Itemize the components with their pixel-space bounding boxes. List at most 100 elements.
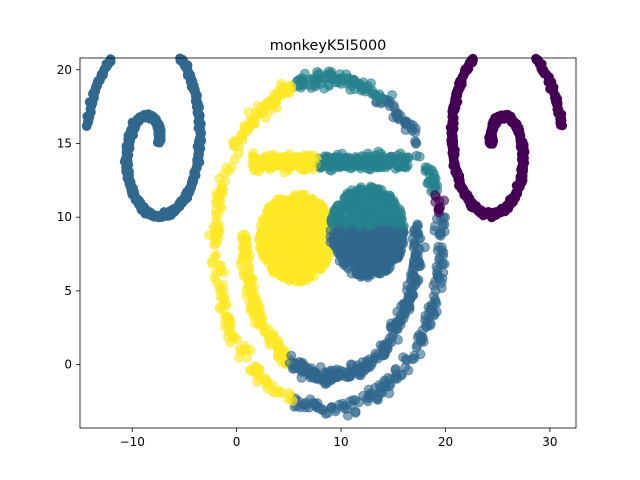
data-point	[248, 300, 258, 311]
chart-title: monkeyK5I5000	[270, 38, 387, 54]
data-point	[216, 183, 227, 194]
data-point	[411, 342, 422, 353]
data-point	[432, 180, 443, 191]
data-point	[253, 109, 264, 120]
data-point	[346, 185, 357, 196]
data-point	[357, 198, 368, 209]
data-point	[313, 73, 324, 84]
data-point	[264, 160, 275, 171]
y-tick-label: 20	[57, 63, 72, 77]
data-point	[304, 80, 315, 91]
data-point	[421, 322, 432, 332]
data-point	[413, 233, 424, 244]
data-point	[222, 331, 233, 342]
data-point	[344, 396, 355, 407]
data-point	[270, 199, 281, 210]
data-point	[217, 301, 228, 312]
data-point	[334, 226, 345, 237]
data-point	[402, 280, 413, 291]
data-point	[326, 69, 337, 80]
data-point	[279, 157, 290, 168]
data-point	[358, 256, 369, 267]
data-point	[327, 152, 337, 163]
data-point	[299, 68, 310, 79]
data-point	[242, 352, 252, 363]
data-point	[314, 200, 325, 211]
data-point	[250, 159, 261, 170]
data-point	[289, 240, 300, 251]
data-point	[392, 215, 403, 226]
data-point	[409, 353, 420, 364]
data-point	[346, 227, 357, 238]
data-point	[431, 298, 442, 309]
data-point	[260, 374, 271, 385]
data-point	[318, 404, 329, 415]
data-point	[390, 373, 401, 384]
data-point	[329, 205, 340, 216]
data-point	[371, 187, 382, 198]
data-point	[316, 161, 327, 172]
data-point	[393, 158, 403, 169]
data-point	[248, 364, 259, 375]
data-point	[277, 240, 288, 251]
data-point	[257, 214, 268, 225]
data-point	[387, 197, 398, 208]
x-tick-label: 30	[542, 435, 557, 449]
data-point	[284, 388, 295, 398]
data-point	[286, 268, 297, 279]
data-point	[293, 212, 304, 222]
data-point	[363, 221, 374, 232]
data-point	[346, 80, 357, 91]
data-point	[371, 392, 382, 403]
data-point	[247, 286, 258, 297]
data-point	[358, 390, 369, 401]
data-point	[82, 120, 92, 131]
data-point	[300, 402, 311, 413]
data-point	[430, 221, 440, 232]
data-point	[375, 340, 386, 351]
data-point	[433, 204, 444, 215]
data-point	[302, 198, 313, 209]
data-point	[211, 268, 221, 279]
data-point	[422, 165, 432, 176]
x-tick-label: −10	[120, 435, 145, 449]
plot-points	[82, 53, 567, 421]
x-tick-label: 0	[233, 435, 241, 449]
data-point	[315, 218, 326, 229]
data-point	[384, 225, 395, 236]
data-point	[276, 78, 287, 89]
data-point	[412, 222, 422, 233]
data-point	[262, 230, 273, 241]
data-point	[266, 210, 277, 221]
data-point	[291, 258, 302, 269]
data-point	[271, 225, 282, 236]
data-point	[303, 366, 314, 377]
data-point	[392, 306, 403, 317]
data-point	[265, 330, 276, 341]
data-point	[370, 265, 381, 276]
data-point	[555, 120, 566, 130]
data-point	[267, 262, 278, 273]
data-point	[408, 260, 419, 271]
data-point	[392, 108, 403, 119]
data-point	[338, 256, 349, 267]
data-point	[320, 252, 331, 263]
data-point	[262, 249, 272, 260]
data-point	[393, 334, 403, 345]
data-point	[386, 322, 397, 333]
data-point	[393, 207, 404, 218]
data-point	[422, 178, 433, 189]
data-point	[286, 350, 297, 361]
data-point	[328, 238, 339, 249]
data-point	[237, 253, 248, 264]
data-point	[241, 232, 251, 243]
data-point	[375, 224, 386, 235]
data-point	[411, 137, 422, 148]
data-point	[343, 372, 353, 383]
data-point	[403, 365, 414, 376]
data-point	[381, 211, 392, 222]
data-point	[216, 202, 227, 213]
data-point	[371, 198, 382, 209]
data-point	[255, 308, 266, 319]
data-point	[272, 88, 283, 99]
